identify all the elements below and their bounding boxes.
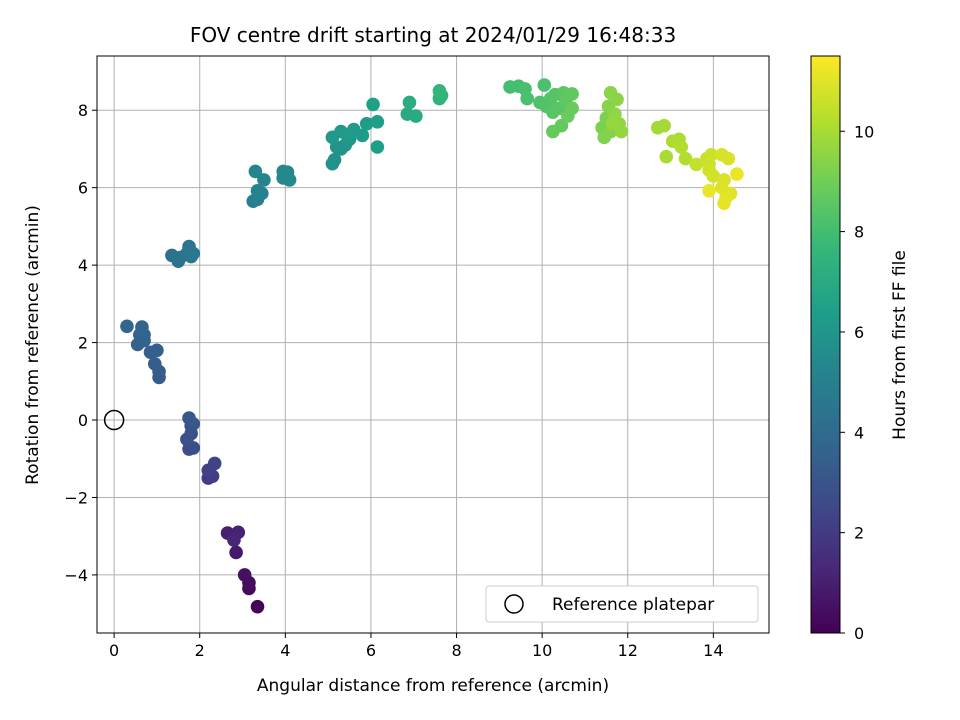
data-point	[520, 91, 534, 106]
reference-marker	[103, 409, 125, 431]
data-point	[282, 173, 297, 187]
data-point	[657, 118, 671, 133]
y-tick-label: −2	[64, 488, 88, 507]
data-point	[706, 169, 721, 183]
data-point	[689, 157, 704, 172]
data-point	[402, 95, 417, 110]
x-axis-label: Angular distance from reference (arcmin)	[257, 676, 609, 696]
colorbar-tick-label: 6	[854, 323, 864, 342]
scatter-points	[120, 78, 744, 614]
data-point	[370, 140, 385, 154]
legend-box	[485, 585, 759, 623]
data-point	[120, 319, 134, 334]
data-point	[207, 456, 222, 471]
y-tick-label: 2	[78, 334, 88, 353]
data-point	[702, 183, 716, 198]
data-point	[370, 115, 385, 129]
data-point	[546, 124, 560, 139]
data-point	[565, 87, 579, 101]
colorbar-tick-label: 8	[854, 223, 864, 242]
data-point	[257, 173, 271, 187]
x-tick-label: 8	[451, 641, 461, 660]
colorbar-tick-label: 10	[854, 122, 874, 141]
colorbar-tick-label: 2	[854, 524, 864, 543]
data-point	[250, 599, 265, 614]
x-tick-label: 12	[618, 641, 638, 660]
colorbar: 0 2 4 6 8 10 Hours from first FF file	[810, 55, 910, 643]
y-axis-label: Rotation from reference (arcmin)	[23, 205, 43, 485]
plot-frame	[96, 55, 770, 634]
data-point	[409, 109, 423, 123]
data-point	[610, 92, 624, 107]
data-point	[717, 196, 731, 210]
x-tick-label: 14	[703, 641, 723, 660]
x-tick-label: 10	[532, 641, 552, 660]
data-point	[561, 109, 575, 123]
colorbar-label: Hours from first FF file	[890, 250, 910, 440]
colorbar-gradient	[810, 55, 841, 634]
data-point	[237, 568, 252, 582]
data-point	[227, 533, 241, 547]
legend: Reference platepar	[485, 585, 759, 623]
y-axis-ticks: −4 −2 0 2 4 6 8	[64, 101, 97, 585]
data-point	[366, 97, 380, 112]
data-point	[537, 78, 552, 92]
legend-entry: Reference platepar	[552, 595, 714, 615]
data-point	[721, 151, 736, 166]
data-point	[327, 152, 342, 167]
data-point	[135, 320, 149, 334]
data-point	[674, 140, 689, 154]
colorbar-tick-label: 0	[854, 624, 864, 643]
x-axis-ticks: 0 2 4 6 8 10 12 14	[109, 633, 724, 660]
y-tick-label: 8	[78, 101, 88, 120]
colorbar-ticks: 0 2 4 6 8 10	[840, 122, 874, 643]
legend-marker	[504, 594, 524, 614]
y-tick-label: 4	[78, 256, 88, 275]
data-point	[147, 357, 162, 371]
data-point	[143, 345, 158, 360]
x-tick-label: 4	[280, 641, 290, 660]
x-tick-label: 6	[366, 641, 376, 660]
data-point	[359, 116, 374, 131]
data-point	[730, 167, 744, 181]
data-point	[248, 164, 263, 179]
data-point	[605, 116, 620, 131]
data-point	[678, 151, 693, 166]
data-point	[659, 149, 674, 164]
data-point	[432, 84, 447, 98]
x-tick-label: 2	[195, 641, 205, 660]
data-point	[186, 246, 201, 261]
data-point	[250, 183, 265, 198]
reference-marker-group	[103, 409, 125, 431]
x-tick-label: 0	[109, 641, 119, 660]
y-tick-label: 6	[78, 179, 88, 198]
data-point	[182, 411, 196, 425]
data-point	[229, 545, 243, 560]
data-point	[355, 128, 370, 143]
y-tick-label: −4	[64, 566, 88, 585]
y-tick-label: 0	[78, 411, 88, 430]
chart-title: FOV centre drift starting at 2024/01/29 …	[190, 23, 676, 47]
colorbar-tick-label: 4	[854, 423, 864, 442]
